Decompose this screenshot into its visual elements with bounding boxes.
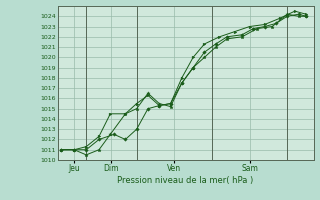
X-axis label: Pression niveau de la mer( hPa ): Pression niveau de la mer( hPa ) bbox=[117, 176, 254, 185]
